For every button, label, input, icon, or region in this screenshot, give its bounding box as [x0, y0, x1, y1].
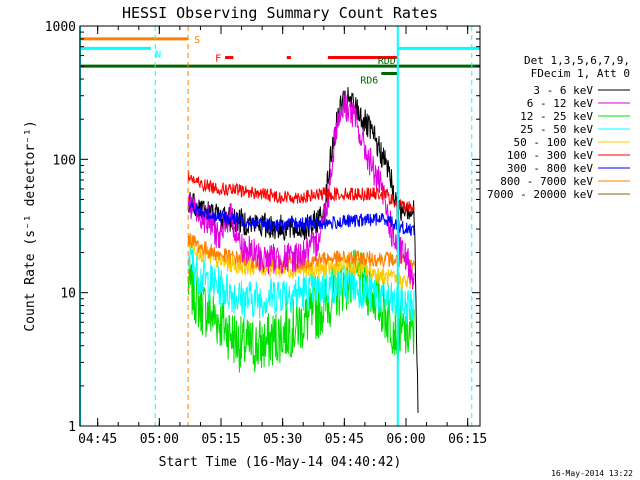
y-tick-label: 1 — [68, 420, 76, 435]
series-line-5 — [187, 170, 415, 214]
legend-label: 7000 - 20000 keV — [487, 188, 593, 201]
plot-frame — [79, 25, 481, 427]
legend-header-line-1: Det 1,3,5,6,7,9, — [524, 54, 630, 67]
legend-label: 6 - 12 keV — [527, 97, 594, 110]
flag-label-s: S — [194, 35, 200, 46]
series-line-6 — [187, 201, 415, 237]
y-tick-label: 1000 — [45, 20, 76, 35]
legend-label: 800 - 7000 keV — [500, 175, 593, 188]
legend-label: 12 - 25 keV — [520, 110, 593, 123]
flag-label-rdd: RDD — [378, 56, 396, 67]
legend-label: 300 - 800 keV — [507, 162, 593, 175]
x-tick-label: 05:30 — [263, 432, 302, 447]
y-axis-label: Count Rate (s⁻¹ detector⁻¹) — [23, 120, 38, 331]
x-tick-label: 06:15 — [448, 432, 487, 447]
flag-label-n: N — [155, 49, 161, 60]
series-line-4 — [187, 234, 415, 292]
flag-label-f: F — [215, 54, 221, 65]
footer-date: 16-May-2014 13:22 — [551, 469, 633, 478]
legend-label: 100 - 300 keV — [507, 149, 593, 162]
legend-header-line-2: FDecim 1, Att 0 — [531, 67, 630, 80]
legend: Det 1,3,5,6,7,9, FDecim 1, Att 0 3 - 6 k… — [487, 54, 630, 201]
legend-label: 3 - 6 keV — [533, 84, 593, 97]
y-tick-label: 10 — [60, 287, 76, 302]
series-line-3 — [187, 241, 415, 325]
x-tick-label: 05:15 — [201, 432, 240, 447]
axis-layer: 1 10 100 1000 04:45 05:00 05:15 05:30 05:45 06:00… — [45, 20, 488, 447]
y-tick-label: 100 — [53, 153, 76, 168]
legend-label: 25 - 50 keV — [520, 123, 593, 136]
x-tick-label: 05:00 — [140, 432, 179, 447]
x-tick-label: 06:00 — [386, 432, 425, 447]
x-tick-label: 05:45 — [325, 432, 364, 447]
flag-label-rd6: RD6 — [360, 76, 378, 87]
series-layer — [187, 87, 419, 413]
chart-title: HESSI Observing Summary Count Rates — [122, 4, 438, 22]
legend-label: 50 - 100 keV — [514, 136, 594, 149]
x-tick-label: 04:45 — [78, 432, 117, 447]
x-axis-label: Start Time (16-May-14 04:40:42) — [159, 455, 402, 470]
